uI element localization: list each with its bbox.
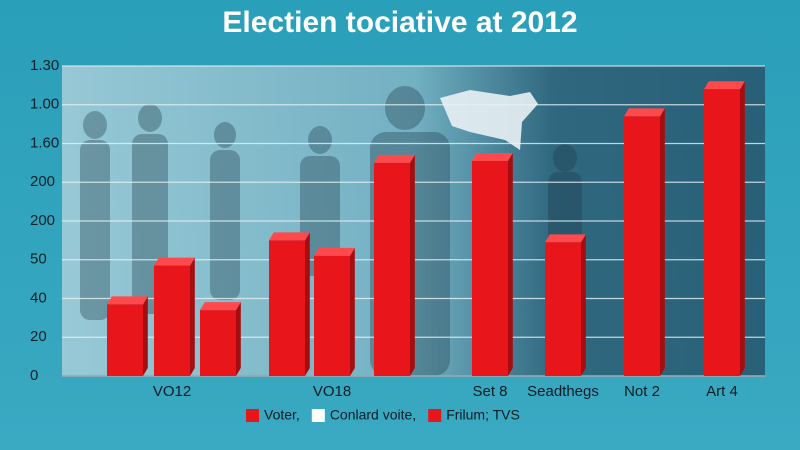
chart-title: Electien tociative at 2012 <box>222 6 577 39</box>
bar-side <box>143 296 148 376</box>
bar-top <box>200 302 241 311</box>
bar-group <box>624 108 665 376</box>
bar-side <box>350 247 355 376</box>
bar-top <box>704 81 745 90</box>
bar-side <box>410 154 415 376</box>
y-tick-label: 40 <box>30 289 47 306</box>
bar <box>545 242 581 376</box>
bar-top <box>545 234 586 243</box>
bar-top <box>269 232 310 241</box>
bar-side <box>581 234 586 376</box>
y-tick-label: 50 <box>30 251 47 268</box>
legend-swatch <box>311 409 325 422</box>
bar-group <box>269 232 310 376</box>
bar <box>154 265 190 376</box>
x-tick-label: VO12 <box>153 383 191 400</box>
bar-top <box>472 152 513 161</box>
y-tick-label: 1.00 <box>30 96 59 113</box>
x-tick-label: Seadthegs <box>527 383 599 400</box>
bar-group <box>374 154 415 376</box>
y-tick-label: 0 <box>30 367 38 384</box>
bar-group <box>200 302 241 376</box>
bar-group <box>107 296 148 376</box>
bar-side <box>508 152 513 376</box>
legend-label: Conlard voite, <box>330 407 416 423</box>
y-tick-label: 200 <box>30 173 55 190</box>
bar-top <box>154 257 195 266</box>
bar-side <box>236 302 241 376</box>
bar-top <box>314 247 355 256</box>
bar <box>107 304 143 376</box>
bar <box>374 162 410 376</box>
bar <box>624 116 660 376</box>
y-tick-label: 200 <box>30 212 55 229</box>
bar-group <box>154 257 195 376</box>
legend-label: Voter, <box>264 407 300 423</box>
bar <box>704 89 740 376</box>
bar <box>314 255 350 376</box>
legend: Voter, Conlard voite, Frilum; TVS <box>246 407 520 423</box>
bar-top <box>624 108 665 117</box>
bar-side <box>660 108 665 376</box>
bar <box>472 160 508 376</box>
x-tick-label: VO18 <box>313 383 351 400</box>
bar-group <box>704 81 745 376</box>
bar-top <box>374 154 415 163</box>
y-tick-label: 20 <box>30 328 47 345</box>
bar-top <box>107 296 148 305</box>
x-tick-label: Set 8 <box>472 383 507 400</box>
bar <box>200 310 236 376</box>
legend-label: Frilum; TVS <box>446 407 520 423</box>
bar-side <box>740 81 745 376</box>
bar-side <box>190 257 195 376</box>
y-tick-label: 1.30 <box>30 57 59 74</box>
x-tick-label: Art 4 <box>706 383 738 400</box>
bar <box>269 240 305 376</box>
bar-group <box>472 152 513 376</box>
bar-group <box>545 234 586 376</box>
bar-group <box>314 247 355 376</box>
legend-swatch <box>428 409 442 422</box>
x-tick-label: Not 2 <box>624 383 660 400</box>
bar-side <box>305 232 310 376</box>
y-tick-label: 1.60 <box>30 134 59 151</box>
legend-swatch <box>246 409 259 422</box>
